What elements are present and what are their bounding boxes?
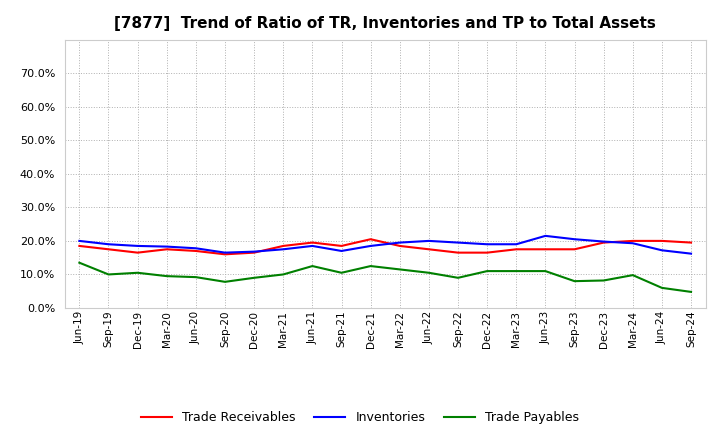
Trade Payables	[337, 270, 346, 275]
Trade Payables	[512, 268, 521, 274]
Trade Payables	[454, 275, 462, 280]
Trade Receivables	[250, 250, 258, 255]
Inventories	[337, 248, 346, 253]
Inventories	[279, 247, 287, 252]
Inventories	[395, 240, 404, 245]
Trade Receivables	[483, 250, 492, 255]
Inventories	[657, 248, 666, 253]
Trade Payables	[570, 279, 579, 284]
Trade Receivables	[104, 247, 113, 252]
Trade Receivables	[192, 248, 200, 253]
Trade Receivables	[75, 243, 84, 249]
Trade Payables	[629, 272, 637, 278]
Trade Receivables	[337, 243, 346, 249]
Inventories	[192, 246, 200, 251]
Inventories	[163, 244, 171, 249]
Inventories	[570, 237, 579, 242]
Trade Payables	[483, 268, 492, 274]
Inventories	[366, 243, 375, 249]
Trade Payables	[133, 270, 142, 275]
Inventories	[541, 233, 550, 238]
Trade Payables	[366, 264, 375, 269]
Inventories	[599, 239, 608, 244]
Trade Receivables	[541, 247, 550, 252]
Trade Receivables	[163, 247, 171, 252]
Trade Payables	[104, 272, 113, 277]
Trade Payables	[657, 285, 666, 290]
Trade Receivables	[425, 247, 433, 252]
Trade Receivables	[133, 250, 142, 255]
Trade Receivables	[687, 240, 696, 245]
Trade Receivables	[308, 240, 317, 245]
Trade Receivables	[366, 237, 375, 242]
Inventories	[512, 242, 521, 247]
Trade Receivables	[657, 238, 666, 244]
Inventories	[75, 238, 84, 244]
Inventories	[629, 241, 637, 246]
Legend: Trade Receivables, Inventories, Trade Payables: Trade Receivables, Inventories, Trade Pa…	[135, 407, 585, 429]
Trade Payables	[192, 275, 200, 280]
Trade Receivables	[599, 240, 608, 245]
Inventories	[425, 238, 433, 244]
Inventories	[308, 243, 317, 249]
Trade Payables	[308, 264, 317, 269]
Trade Receivables	[395, 243, 404, 249]
Trade Payables	[425, 270, 433, 275]
Trade Receivables	[220, 252, 229, 257]
Trade Payables	[279, 272, 287, 277]
Line: Inventories: Inventories	[79, 236, 691, 253]
Trade Receivables	[629, 238, 637, 244]
Trade Receivables	[512, 247, 521, 252]
Inventories	[250, 249, 258, 254]
Line: Trade Payables: Trade Payables	[79, 263, 691, 292]
Trade Payables	[599, 278, 608, 283]
Trade Payables	[250, 275, 258, 280]
Inventories	[687, 251, 696, 256]
Trade Payables	[220, 279, 229, 285]
Title: [7877]  Trend of Ratio of TR, Inventories and TP to Total Assets: [7877] Trend of Ratio of TR, Inventories…	[114, 16, 656, 32]
Inventories	[133, 243, 142, 249]
Trade Payables	[541, 268, 550, 274]
Trade Payables	[395, 267, 404, 272]
Inventories	[454, 240, 462, 245]
Trade Receivables	[570, 247, 579, 252]
Trade Payables	[163, 274, 171, 279]
Trade Payables	[687, 289, 696, 294]
Line: Trade Receivables: Trade Receivables	[79, 239, 691, 254]
Inventories	[104, 242, 113, 247]
Inventories	[483, 242, 492, 247]
Trade Payables	[75, 260, 84, 265]
Inventories	[220, 250, 229, 255]
Trade Receivables	[454, 250, 462, 255]
Trade Receivables	[279, 243, 287, 249]
